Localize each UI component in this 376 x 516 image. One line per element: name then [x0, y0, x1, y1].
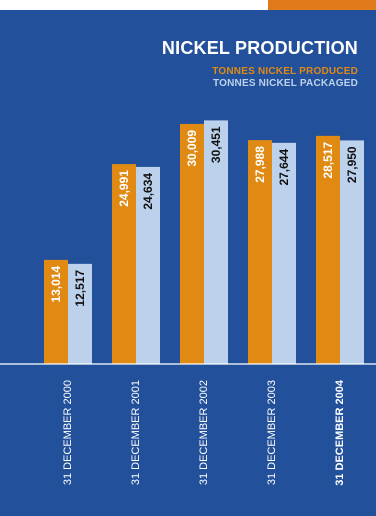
bar-produced-2	[180, 123, 204, 364]
bar-produced-3	[248, 140, 272, 364]
orange-corner-tab	[268, 0, 376, 10]
bar-packaged-0	[68, 263, 92, 364]
value-label-produced-1: 24,991	[117, 170, 131, 207]
bar-packaged-4	[340, 140, 364, 364]
bar-produced-1	[112, 164, 136, 364]
legend-packaged: TONNES NICKEL PACKAGED	[213, 78, 358, 89]
value-label-packaged-2: 30,451	[209, 126, 223, 163]
value-label-produced-4: 28,517	[321, 142, 335, 179]
bar-produced-0	[44, 259, 68, 364]
value-label-produced-3: 27,988	[253, 146, 267, 183]
bar-produced-4	[316, 135, 340, 364]
bar-packaged-1	[136, 166, 160, 364]
value-label-produced-2: 30,009	[185, 130, 199, 167]
value-label-packaged-4: 27,950	[345, 146, 359, 183]
category-label-3: 31 DECEMBER 2003	[266, 380, 278, 485]
bar-packaged-3	[272, 142, 296, 364]
value-label-packaged-1: 24,634	[141, 173, 155, 210]
value-label-packaged-3: 27,644	[277, 149, 291, 186]
value-label-produced-0: 13,014	[49, 266, 63, 303]
category-label-1: 31 DECEMBER 2001	[130, 380, 142, 485]
chart-title: NICKEL PRODUCTION	[161, 38, 358, 58]
legend-produced: TONNES NICKEL PRODUCED	[212, 66, 358, 77]
category-label-4: 31 DECEMBER 2004	[334, 379, 346, 486]
category-label-2: 31 DECEMBER 2002	[198, 380, 210, 485]
bar-packaged-2	[204, 120, 228, 364]
value-label-packaged-0: 12,517	[73, 270, 87, 307]
category-label-0: 31 DECEMBER 2000	[62, 380, 74, 485]
